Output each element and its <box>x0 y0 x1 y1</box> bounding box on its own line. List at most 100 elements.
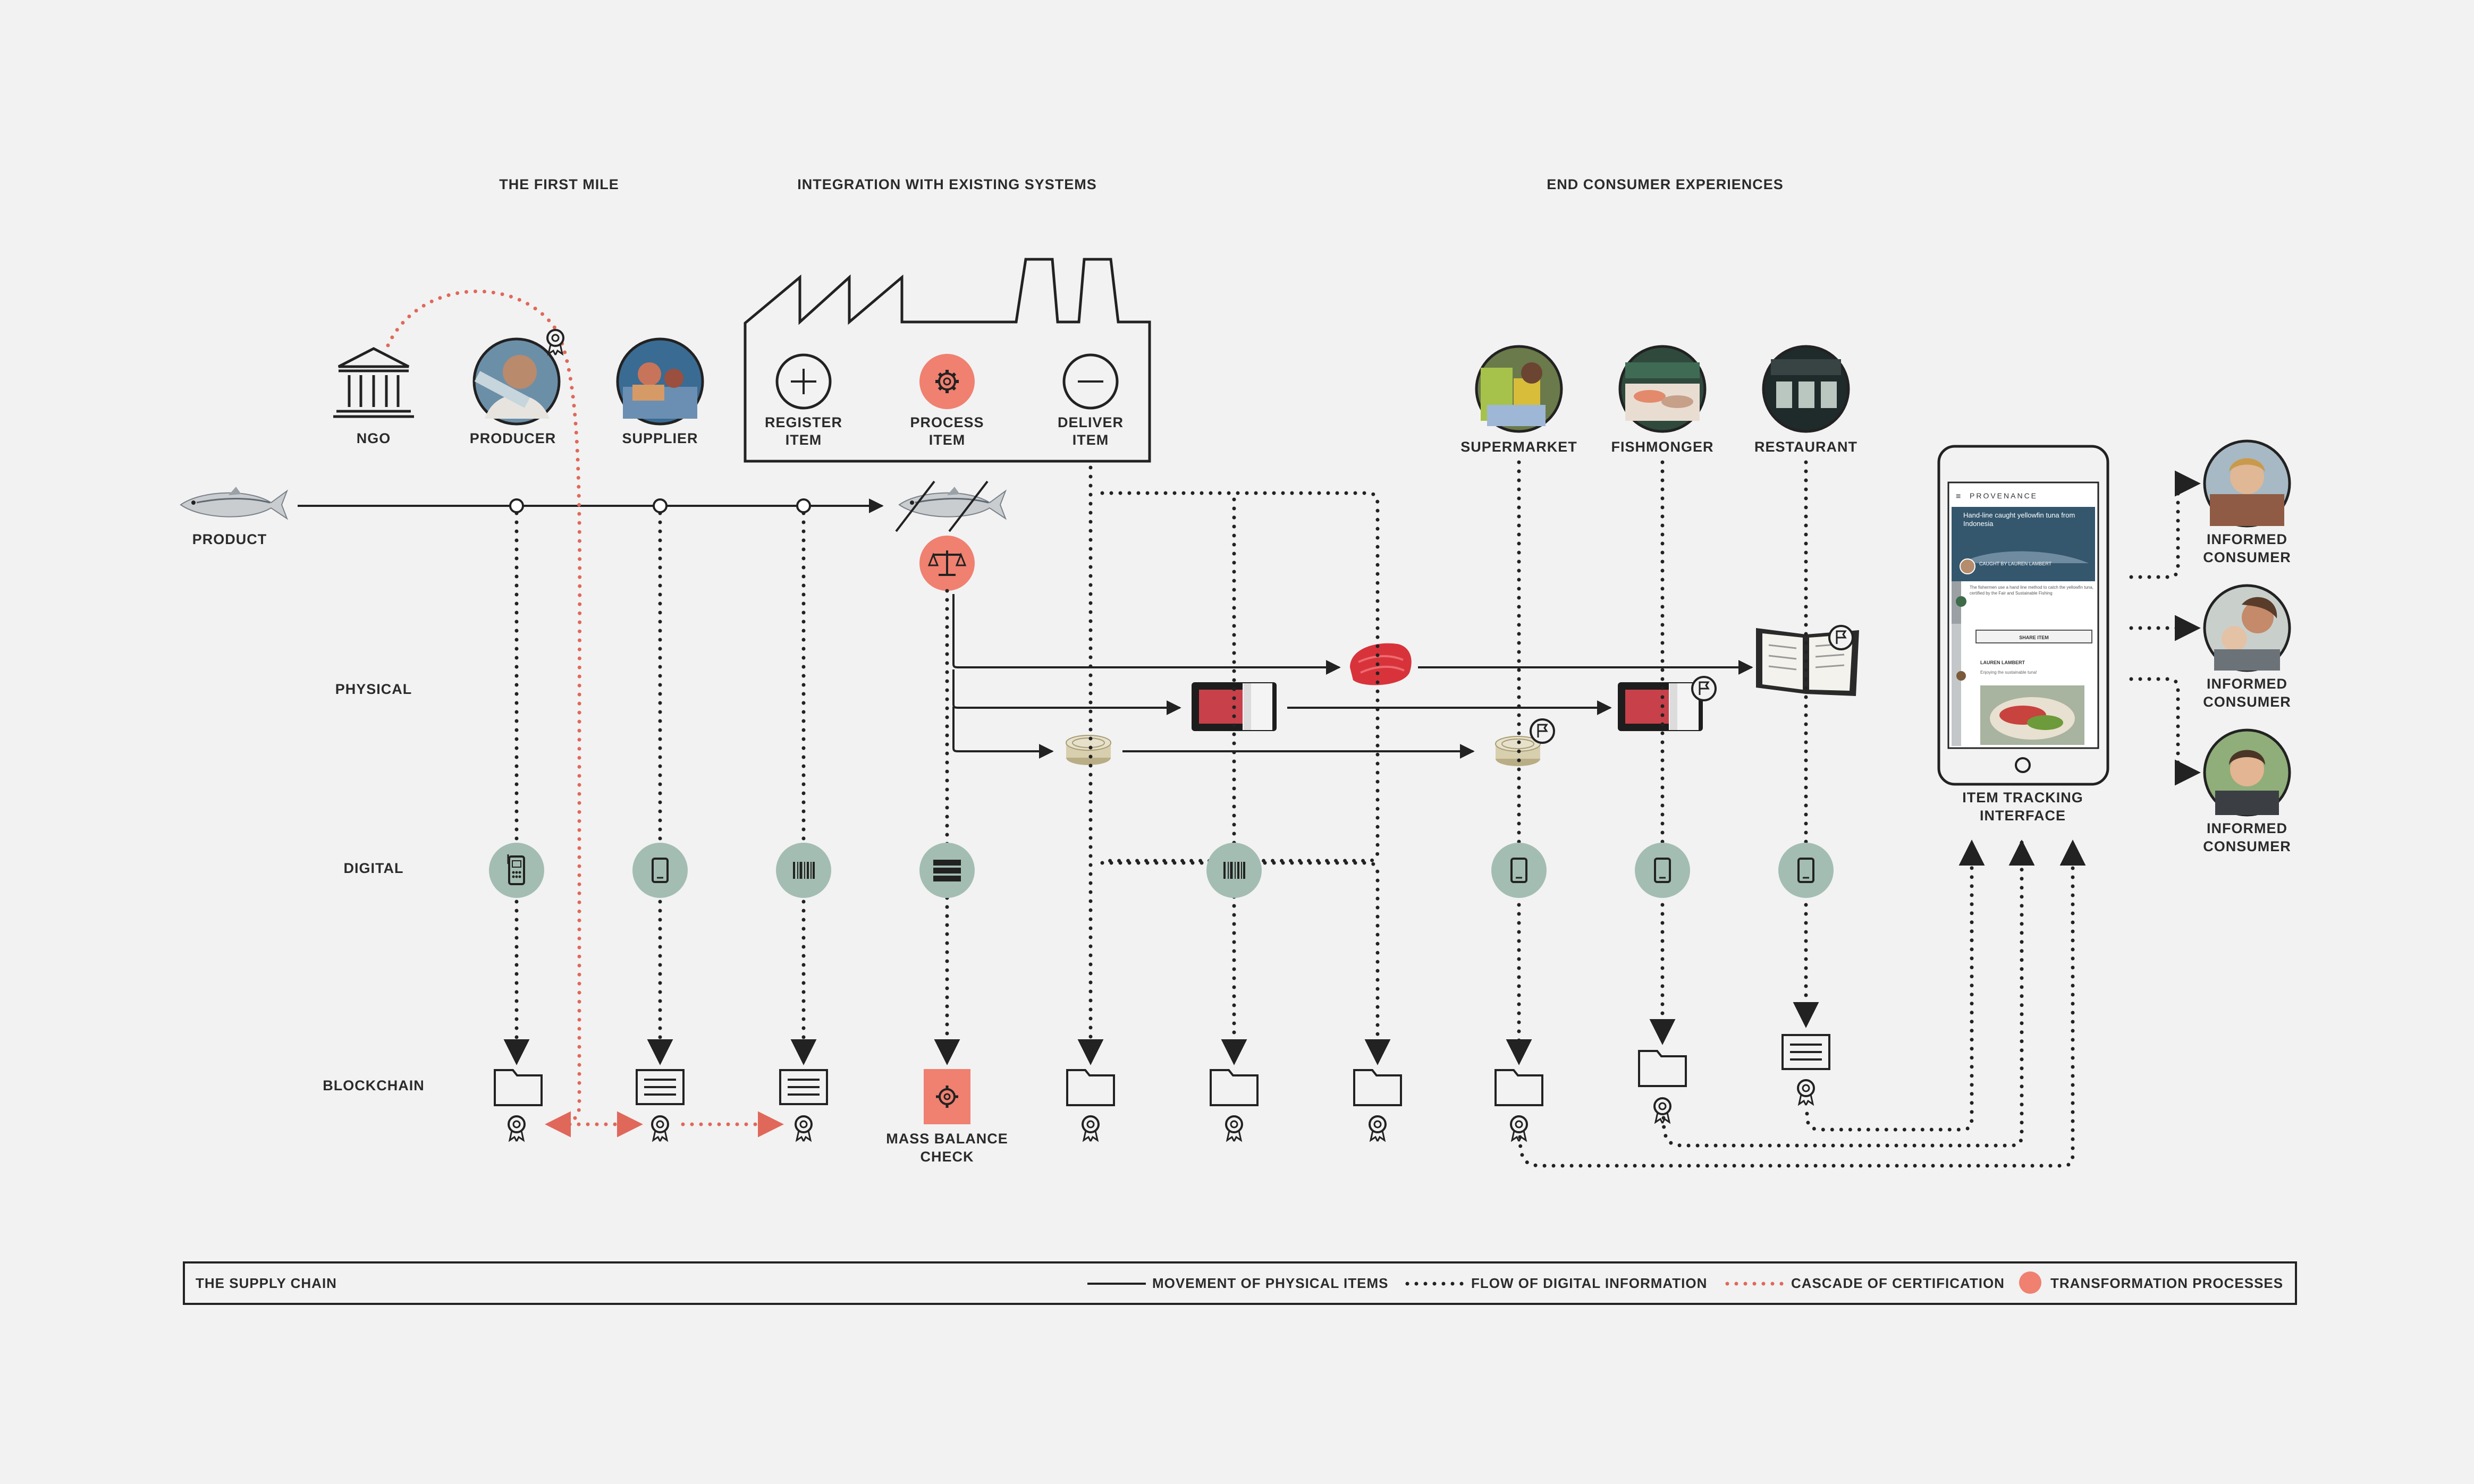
blockchain-doc-register <box>779 1069 828 1105</box>
legend-box: THE SUPPLY CHAIN MOVEMENT OF PHYSICAL IT… <box>183 1261 2297 1305</box>
product-label: PRODUCT <box>192 531 267 547</box>
header-end-consumer: END CONSUMER EXPERIENCES <box>1547 176 1784 192</box>
header-first-mile: THE FIRST MILE <box>499 176 619 192</box>
mass-balance-label-1: MASS BALANCE <box>886 1131 1008 1147</box>
product-fish-image <box>180 486 288 520</box>
certification-cascade-arc <box>386 289 582 1138</box>
consumer-avatar-2 <box>2203 584 2291 672</box>
digital-badge-supermarket <box>1491 843 1547 898</box>
phone-menu-icon[interactable]: ≡ <box>1956 492 1961 501</box>
ngo-building-icon <box>333 347 414 418</box>
consumer-label-1b: CONSUMER <box>2203 549 2291 565</box>
row-label-blockchain: BLOCKCHAIN <box>323 1078 425 1093</box>
fishmonger-label: FISHMONGER <box>1611 439 1713 455</box>
fishmonger-avatar <box>1618 345 1707 433</box>
deliver-item-label-2: ITEM <box>1073 432 1109 448</box>
flow-deliver-network <box>1099 491 1380 863</box>
producer-avatar <box>472 337 561 426</box>
branch-steak <box>952 594 1341 675</box>
seal-icon-supplier <box>651 1115 669 1142</box>
process-item-gear-icon <box>919 354 975 409</box>
deliver-item-label-1: DELIVER <box>1058 414 1124 430</box>
item-tracking-label-2: INTERFACE <box>1980 808 2066 824</box>
blockchain-folder-deliver <box>1066 1069 1115 1106</box>
blockchain-folder-pack <box>1210 1069 1259 1106</box>
seal-icon-register <box>795 1115 813 1142</box>
phone-comment-avatar <box>1956 671 1966 681</box>
header-integration: INTEGRATION WITH EXISTING SYSTEMS <box>797 176 1097 192</box>
digital-badge-pack <box>1206 843 1262 898</box>
item-tracking-phone[interactable]: PROVENANCE ≡ Hand-line caught yellowfin … <box>1937 445 2109 786</box>
phone-share-button-label: SHARE ITEM <box>2019 635 2049 640</box>
seal-icon-deliver <box>1082 1115 1100 1142</box>
document-icon <box>636 1069 685 1105</box>
digital-badge-fishmonger <box>1635 843 1690 898</box>
consumer-avatar-1 <box>2203 439 2291 528</box>
digital-badge-process <box>919 843 975 898</box>
mobile-phone-icon <box>507 854 525 885</box>
blockchain-folder-steak <box>1353 1069 1402 1106</box>
row-label-physical: PHYSICAL <box>335 681 412 697</box>
phone-comment-text: Enjoying the sustainable tuna! <box>1980 670 2037 675</box>
supplier-label: SUPPLIER <box>622 430 698 446</box>
branch-can <box>952 707 1054 759</box>
phone-brand: PROVENANCE <box>1970 491 2038 500</box>
legend-transformation-dot <box>2019 1271 2041 1294</box>
legend-flow: FLOW OF DIGITAL INFORMATION <box>1471 1275 1707 1291</box>
phone-hero-image <box>1952 507 2095 581</box>
digital-badge-producer <box>489 843 544 898</box>
supermarket-avatar <box>1475 345 1563 433</box>
consumer-label-2a: INFORMED <box>2207 676 2287 692</box>
junction-producer <box>509 498 524 513</box>
cut-line-1 <box>895 480 935 532</box>
consumer-avatar-3 <box>2203 728 2291 817</box>
seal-icon-restaurant <box>1797 1079 1815 1106</box>
branch-pack <box>952 669 1181 715</box>
digital-badge-supplier <box>632 843 688 898</box>
producer-label: PRODUCER <box>470 430 556 446</box>
digital-badge-register <box>776 843 831 898</box>
tuna-can-image <box>1066 735 1111 766</box>
seal-icon-steak <box>1369 1115 1387 1142</box>
flow-fishmonger-to-phone <box>1661 839 2035 1148</box>
flow-restaurant-to-phone <box>1805 839 1985 1132</box>
ngo-label: NGO <box>357 430 391 446</box>
fishmonger-pack-image <box>1618 682 1703 731</box>
junction-supplier <box>653 498 668 513</box>
supplier-avatar <box>616 337 704 426</box>
restaurant-avatar <box>1762 345 1850 433</box>
legend-movement: MOVEMENT OF PHYSICAL ITEMS <box>1152 1275 1388 1291</box>
row-label-digital: DIGITAL <box>344 860 404 876</box>
legend-transformation: TRANSFORMATION PROCESSES <box>2050 1275 2283 1291</box>
consumer-label-1a: INFORMED <box>2207 531 2287 547</box>
flow-pack-network <box>1100 861 1391 1065</box>
phone-share-button[interactable] <box>1975 630 2092 643</box>
phone-caught-by: CAUGHT BY LAUREN LAMBERT <box>1979 561 2052 566</box>
restaurant-feedback-icon <box>1828 625 1854 650</box>
digital-badge-restaurant <box>1778 843 1834 898</box>
deliver-item-minus-icon <box>1062 353 1119 410</box>
folder-icon <box>1494 1069 1543 1106</box>
consumer-label-3b: CONSUMER <box>2203 838 2291 854</box>
phone-hero-text: Hand-line caught yellowfin tuna from Ind… <box>1963 511 2075 528</box>
process-item-label-2: ITEM <box>929 432 966 448</box>
consumer-label-2b: CONSUMER <box>2203 694 2291 710</box>
register-item-label-2: ITEM <box>786 432 822 448</box>
process-item-label-1: PROCESS <box>910 414 984 430</box>
flow-supermarket-to-phone <box>1518 839 2086 1168</box>
folder-icon <box>1638 1050 1687 1087</box>
seal-icon-pack <box>1225 1115 1243 1142</box>
mass-balance-icon <box>924 1069 970 1124</box>
register-item-label-1: REGISTER <box>765 414 842 430</box>
seal-icon-fishmonger <box>1653 1097 1671 1124</box>
consumer-label-3a: INFORMED <box>2207 820 2287 836</box>
blockchain-doc-supplier <box>636 1069 685 1105</box>
fishmonger-feedback-icon <box>1691 676 1717 701</box>
phone-caught-by-avatar <box>1960 558 1975 574</box>
blockchain-folder-supermarket <box>1494 1069 1543 1106</box>
folder-icon <box>1066 1069 1115 1106</box>
seal-icon-producer <box>508 1115 526 1142</box>
legend-cascade: CASCADE OF CERTIFICATION <box>1791 1275 2005 1291</box>
flow-phone-to-consumer-3 <box>2129 677 2201 786</box>
cut-line-2 <box>948 480 989 532</box>
